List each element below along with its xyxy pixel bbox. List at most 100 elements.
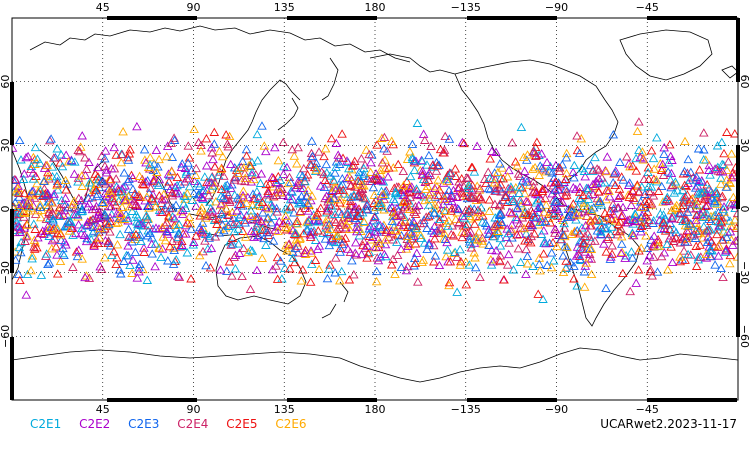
occultation-triangle (341, 220, 352, 229)
occultation-triangle (662, 239, 672, 249)
occultation-triangle (259, 141, 270, 150)
occultation-triangle (142, 175, 153, 185)
occultation-triangle (113, 186, 124, 195)
occultation-triangle (687, 193, 698, 203)
occultation-triangle (616, 231, 627, 241)
occultation-triangle (442, 174, 452, 184)
occultation-triangle (550, 185, 561, 194)
occultation-triangle (628, 230, 639, 240)
occultation-triangle (169, 133, 179, 142)
occultation-triangle (418, 255, 429, 264)
occultation-triangle (595, 196, 605, 206)
occultation-triangle (154, 154, 164, 164)
occultation-triangle (349, 190, 359, 199)
occultation-triangle (114, 265, 125, 274)
occultation-triangle (191, 231, 201, 240)
bottom-axis-bar-4 (647, 398, 737, 402)
occultation-triangle (574, 148, 585, 158)
occultation-triangle (484, 195, 495, 204)
occultation-triangle (701, 201, 711, 210)
occultation-triangle (172, 180, 182, 190)
occultation-triangle (63, 216, 73, 225)
occultation-triangle (439, 145, 450, 154)
occultation-triangle (321, 191, 332, 200)
occultation-triangle (336, 266, 347, 276)
occultation-triangle (458, 191, 468, 201)
occultation-triangle (653, 237, 663, 247)
occultation-triangle (382, 146, 392, 155)
occultation-triangle (147, 193, 157, 203)
occultation-triangle (418, 129, 429, 138)
occultation-triangle (716, 179, 726, 188)
occultation-triangle (655, 158, 666, 168)
occultation-triangle (709, 198, 720, 207)
occultation-triangle (683, 154, 694, 164)
occultation-triangle (722, 127, 732, 136)
occultation-triangle (274, 216, 284, 226)
occultation-triangle (372, 140, 382, 149)
occultation-triangle (201, 133, 212, 143)
occultation-triangle (52, 176, 63, 186)
occultation-triangle (421, 184, 431, 193)
occultation-triangle (297, 171, 308, 180)
occultation-triangle (522, 155, 532, 164)
occultation-triangle (134, 266, 144, 276)
occultation-triangle (52, 179, 63, 188)
occultation-triangle (484, 206, 495, 215)
occultation-triangle (727, 240, 738, 249)
occultation-triangle (208, 154, 218, 164)
occultation-triangle (43, 167, 53, 177)
occultation-triangle (410, 239, 421, 248)
occultation-triangle (252, 129, 263, 139)
occultation-triangle (303, 206, 314, 215)
occultation-triangle (352, 222, 362, 231)
occultation-triangle (261, 146, 271, 156)
occultation-triangle (227, 271, 237, 280)
occultation-triangle (54, 209, 64, 219)
occultation-triangle (60, 193, 71, 202)
occultation-triangle (96, 264, 107, 274)
occultation-triangle (404, 240, 415, 249)
occultation-triangle (495, 256, 505, 266)
occultation-triangle (656, 181, 667, 191)
occultation-triangle (633, 265, 644, 274)
occultation-triangle (217, 219, 228, 229)
occultation-triangle (174, 272, 185, 281)
occultation-triangle (618, 268, 628, 278)
occultation-triangle (588, 166, 598, 175)
occultation-triangle (84, 198, 94, 208)
occultation-triangle (151, 223, 161, 232)
occultation-triangle (181, 229, 191, 238)
occultation-triangle (295, 169, 306, 178)
occultation-triangle (345, 181, 356, 190)
occultation-triangle (67, 199, 78, 209)
occultation-triangle (518, 209, 528, 219)
occultation-triangle (565, 210, 575, 220)
occultation-triangle (105, 175, 116, 185)
occultation-triangle (523, 197, 533, 206)
occultation-triangle (162, 141, 173, 150)
occultation-triangle (475, 192, 486, 201)
occultation-triangle (380, 187, 390, 196)
occultation-triangle (340, 233, 351, 242)
occultation-triangle (378, 222, 388, 231)
occultation-triangle (123, 191, 134, 201)
occultation-triangle (465, 227, 476, 236)
occultation-triangle (663, 157, 674, 167)
occultation-triangle (504, 165, 514, 175)
occultation-triangle (637, 182, 647, 191)
occultation-triangle (256, 216, 267, 226)
occultation-triangle (563, 212, 573, 221)
occultation-triangle (656, 251, 667, 261)
occultation-triangle (387, 216, 398, 225)
occultation-triangle (574, 208, 584, 217)
occultation-triangle (27, 251, 38, 260)
occultation-triangle (405, 184, 416, 193)
occultation-triangle (105, 216, 115, 226)
occultation-triangle (601, 247, 612, 256)
occultation-triangle (32, 154, 43, 163)
occultation-triangle (722, 165, 732, 174)
occultation-triangle (314, 147, 324, 156)
occultation-triangle (16, 247, 26, 257)
